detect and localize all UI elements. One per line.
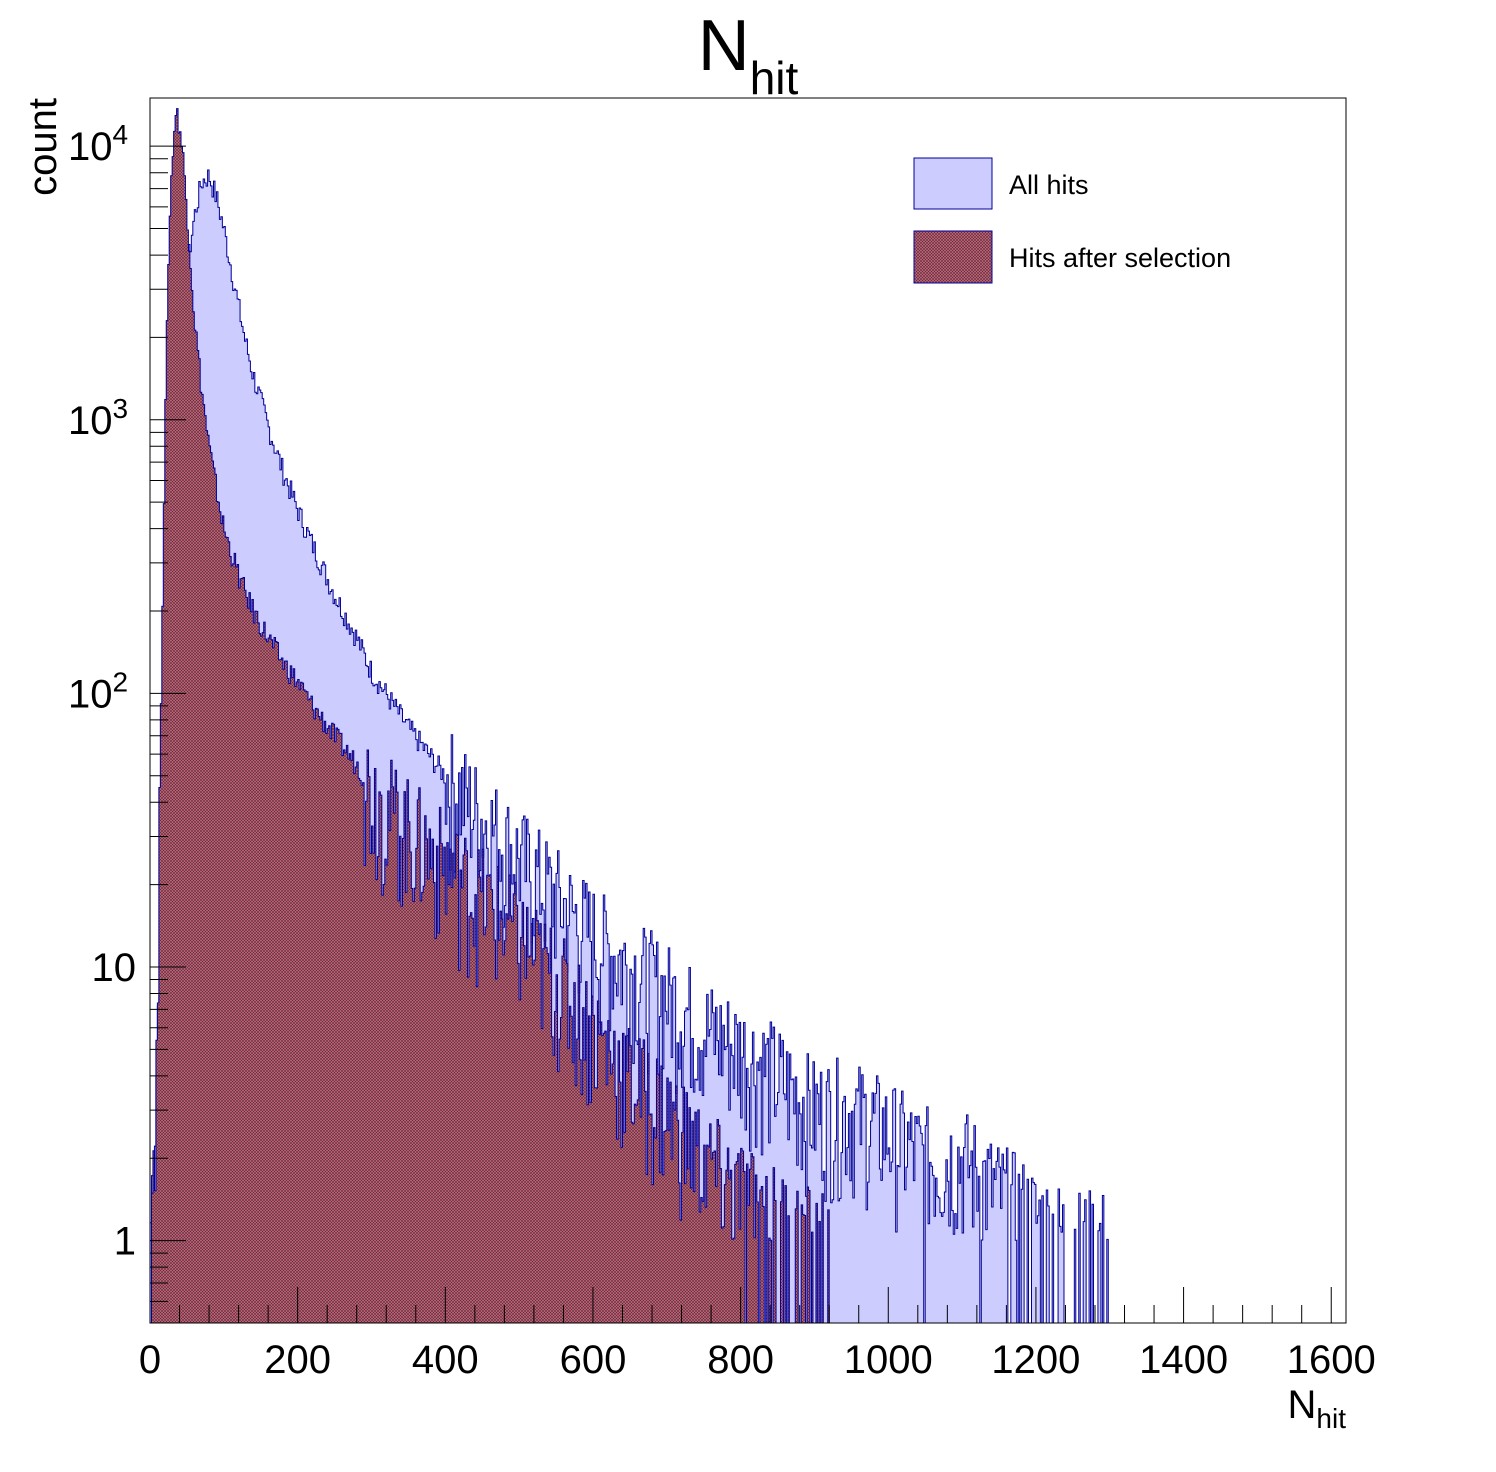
- chart-title-sub: hit: [750, 52, 799, 104]
- legend-label-selected-hits: Hits after selection: [1009, 243, 1231, 273]
- y-tick-label: 1: [114, 1220, 136, 1264]
- x-axis-label-main: N: [1288, 1383, 1317, 1427]
- x-tick-label: 1400: [1139, 1338, 1228, 1382]
- chart-title: Nhit: [698, 6, 799, 104]
- series-layer: [150, 108, 1110, 1323]
- x-tick-label: 0: [139, 1338, 161, 1382]
- x-tick-label: 200: [264, 1338, 331, 1382]
- plot-frame: [149, 97, 1347, 1324]
- x-tick-label: 1000: [844, 1338, 933, 1382]
- ticks-layer: 0 200 400 600 800 1000 1200 1400 1600 1 10 102 103 10…: [68, 119, 1376, 1382]
- legend: All hits Hits after selection: [913, 157, 1231, 284]
- y-tick-label: 10: [92, 946, 137, 990]
- x-tick-label: 800: [707, 1338, 774, 1382]
- x-tick-label: 1200: [991, 1338, 1080, 1382]
- x-tick-label: 400: [412, 1338, 479, 1382]
- series-selected-hits: [150, 108, 830, 1323]
- legend-swatch-all-hits: [913, 157, 993, 210]
- legend-label-all-hits: All hits: [1009, 170, 1089, 200]
- y-tick-label: 102: [68, 666, 128, 716]
- chart-title-main: N: [698, 6, 750, 86]
- x-axis-label-sub: hit: [1316, 1403, 1346, 1434]
- y-tick-label: 104: [68, 119, 128, 169]
- x-axis-label: Nhit: [1288, 1383, 1347, 1434]
- legend-swatch-selected-hits: [913, 230, 993, 284]
- y-tick-label: 103: [68, 393, 128, 443]
- y-axis-label: count: [21, 98, 65, 196]
- x-tick-label: 600: [560, 1338, 627, 1382]
- x-tick-label: 1600: [1287, 1338, 1376, 1382]
